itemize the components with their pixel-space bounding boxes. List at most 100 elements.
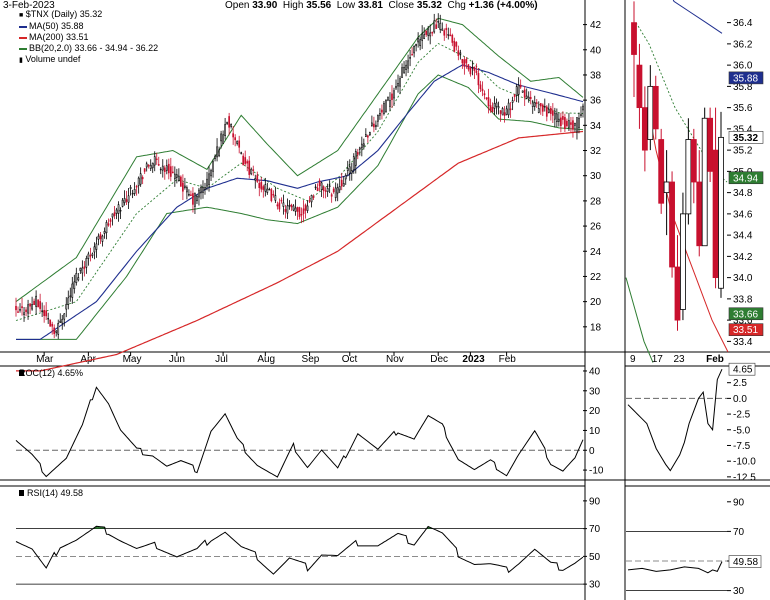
price-candle-body: [167, 163, 170, 174]
price-candle-body: [371, 122, 373, 126]
price-candle-body: [61, 318, 64, 324]
price-candle-body: [566, 120, 568, 127]
price-candle-body: [97, 235, 100, 240]
price-y-tick-label: 36: [590, 96, 602, 107]
price-x-tick-label: Feb: [499, 354, 517, 365]
price-candle-body: [459, 52, 462, 55]
price-candle-body: [228, 116, 230, 128]
zoom-candle-body: [669, 181, 675, 268]
price-candle-body: [443, 30, 446, 36]
price-candle-body: [574, 123, 576, 126]
price-candle-body: [178, 175, 180, 181]
price-candle-body: [562, 116, 564, 120]
price-candle-body: [155, 158, 158, 161]
price-candle-body: [280, 199, 283, 202]
zoom-bb-lower-line: [625, 277, 654, 363]
price-candle-body: [572, 120, 574, 130]
close-value: 35.32: [416, 0, 442, 11]
price-y-tick-label: 24: [590, 247, 602, 258]
zoom-candle-body: [696, 181, 703, 247]
chg-value: +1.36 (+4.00%): [468, 0, 538, 11]
price-candle-body: [25, 309, 27, 313]
price-candle-body: [200, 187, 202, 194]
price-candle-body: [471, 66, 474, 69]
price-x-tick-label: Aug: [257, 354, 275, 365]
high-label: High: [282, 0, 304, 11]
price-y-tick-label: 30: [590, 171, 602, 182]
zoom-value-badge-label: 34.94: [733, 173, 758, 184]
price-candle-body: [87, 253, 90, 259]
header-date: 3-Feb-2023: [3, 0, 55, 11]
price-candle-body: [226, 121, 228, 124]
price-x-tick-label: Dec: [430, 354, 448, 365]
price-candle-body: [431, 32, 434, 34]
price-candle-body: [79, 267, 82, 271]
price-candle-body: [409, 57, 411, 59]
zoom-value-badge: [728, 71, 764, 85]
rsi-y-tick-label: 50: [589, 552, 601, 563]
price-candle-body: [292, 205, 295, 211]
zoom-rsi-tick-label: 70: [733, 527, 745, 538]
price-candle-body: [149, 164, 152, 169]
roc-y-tick-label: 40: [589, 366, 601, 377]
price-candle-body: [294, 207, 297, 212]
price-x-tick-label: Jul: [215, 354, 228, 365]
price-candle-body: [236, 140, 239, 144]
price-candle-body: [318, 180, 321, 187]
price-candle-body: [497, 106, 500, 109]
zoom-candle-body: [690, 139, 697, 183]
price-candle-body: [421, 33, 423, 41]
low-value: 33.81: [357, 0, 383, 11]
zoom-y-tick-label: 36.2: [733, 39, 753, 50]
price-candle-body: [427, 28, 430, 36]
zoom-y-tick-label: 36.4: [733, 18, 753, 29]
price-candle-body: [537, 108, 540, 113]
roc-legend-swatch: [19, 370, 24, 376]
price-candle-body: [433, 20, 436, 33]
zoom-rsi-badge-label: 49.58: [733, 557, 758, 568]
price-candle-body: [541, 104, 544, 112]
price-candle-body: [95, 243, 98, 250]
price-y-tick-label: 34: [590, 121, 602, 132]
price-candle-body: [576, 117, 578, 133]
price-candle-body: [99, 234, 102, 240]
price-candle-body: [332, 188, 335, 193]
price-candle-body: [336, 187, 339, 194]
zoom-roc-tick-label: -2.5: [733, 410, 751, 421]
price-candle-body: [85, 258, 88, 268]
zoom-candle-body: [652, 85, 659, 130]
price-candle-body: [244, 157, 247, 164]
legend-ma50: MA(50) 35.88: [19, 21, 158, 32]
price-candle-body: [330, 194, 333, 197]
open-value: 33.90: [252, 0, 278, 11]
price-candle-body: [342, 183, 345, 187]
price-candle-body: [15, 305, 17, 311]
price-candle-body: [513, 94, 516, 97]
price-candle-body: [210, 170, 212, 177]
price-candle-body: [385, 99, 387, 113]
price-candle-body: [81, 267, 84, 274]
price-y-tick-label: 32: [590, 146, 602, 157]
price-candle-body: [290, 204, 293, 208]
price-candle-body: [479, 84, 482, 89]
price-candle-body: [453, 40, 456, 52]
price-y-tick-label: 18: [590, 322, 602, 333]
price-candle-body: [322, 186, 325, 191]
price-candle-body: [312, 196, 315, 198]
price-candle-body: [354, 151, 357, 166]
price-candle-body: [260, 181, 263, 190]
zoom-y-tick-label: 34.8: [733, 188, 753, 199]
price-candle-body: [218, 149, 220, 157]
price-candle-body: [310, 195, 313, 203]
zoom-value-badge: [728, 131, 764, 144]
price-candle-body: [141, 177, 144, 180]
rsi-title: RSI(14) 49.58: [27, 488, 83, 498]
price-candle-body: [515, 86, 518, 96]
price-candle-body: [274, 195, 277, 201]
price-x-tick-label: Mar: [36, 354, 54, 365]
price-candle-body: [240, 152, 243, 154]
price-candle-body: [580, 114, 582, 116]
price-candle-body: [111, 213, 114, 218]
zoom-candle-body: [712, 149, 719, 279]
price-candle-body: [558, 118, 560, 122]
